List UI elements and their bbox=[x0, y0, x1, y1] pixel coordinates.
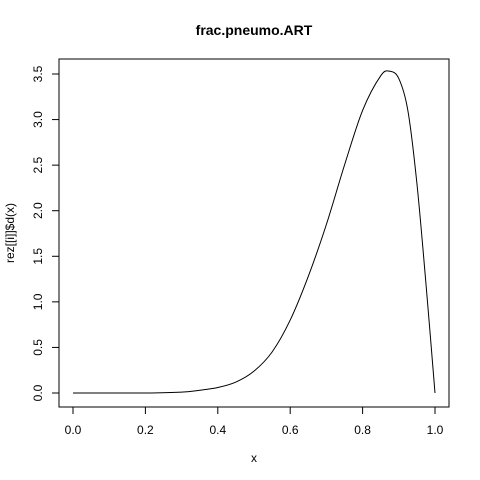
y-tick-label: 2.0 bbox=[31, 202, 45, 219]
y-axis-label: rez[[i]]$d(x) bbox=[3, 203, 17, 263]
x-tick-label: 0.2 bbox=[137, 423, 154, 437]
y-tick-label: 1.5 bbox=[31, 248, 45, 265]
x-axis: 0.0 0.2 0.4 0.6 0.8 1.0 bbox=[65, 406, 444, 437]
x-tick-label: 0.8 bbox=[354, 423, 371, 437]
x-tick-label: 0.6 bbox=[282, 423, 299, 437]
x-axis-label: x bbox=[251, 451, 257, 465]
density-curve bbox=[73, 70, 436, 394]
x-tick-label: 1.0 bbox=[427, 423, 444, 437]
y-axis: 0.0 0.5 1.0 1.5 2.0 2.5 3.0 3.5 bbox=[31, 65, 60, 401]
chart-title: frac.pneumo.ART bbox=[196, 22, 313, 38]
plot-frame bbox=[58, 58, 450, 408]
y-tick-label: 0.5 bbox=[31, 339, 45, 356]
y-tick-label: 1.0 bbox=[31, 293, 45, 310]
y-tick-label: 3.5 bbox=[31, 65, 45, 82]
x-tick-label: 0.4 bbox=[209, 423, 226, 437]
y-tick-label: 2.5 bbox=[31, 156, 45, 173]
y-tick-label: 0.0 bbox=[31, 384, 45, 401]
y-tick-label: 3.0 bbox=[31, 111, 45, 128]
x-tick-label: 0.0 bbox=[65, 423, 82, 437]
